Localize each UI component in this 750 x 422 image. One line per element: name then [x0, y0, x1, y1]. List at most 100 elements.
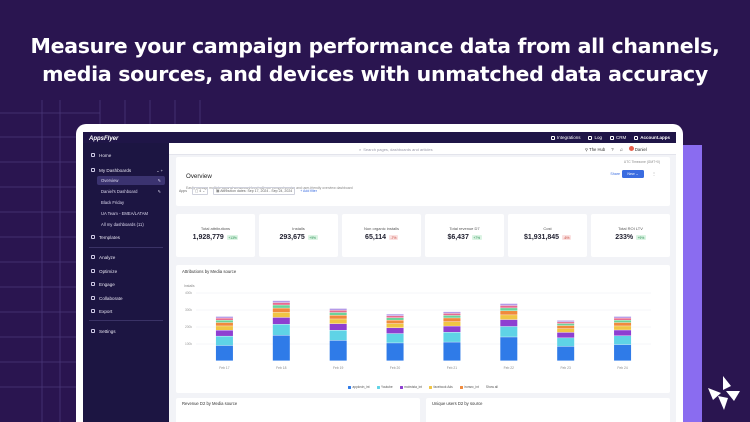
sidebar-subitem-ua-team[interactable]: UA Team - EMEA/LATAM [97, 209, 165, 218]
more-options-icon[interactable]: ⋮ [652, 171, 656, 176]
pin-icon[interactable]: ✎ [157, 178, 161, 183]
sidebar-item-collaborate[interactable]: Collaborate [83, 293, 169, 303]
bar-segment[interactable] [614, 316, 632, 318]
account-menu[interactable]: Account.apps [634, 135, 670, 140]
app-logo[interactable]: AppsFlyer [89, 136, 119, 142]
log-link[interactable]: Log [588, 135, 602, 140]
bar-segment[interactable] [386, 320, 404, 324]
bar-segment[interactable] [386, 328, 404, 334]
bar-segment[interactable] [386, 323, 404, 328]
sidebar-item-engage[interactable]: Engage [83, 279, 169, 289]
crm-link[interactable]: CRM [609, 135, 626, 140]
search-input[interactable]: ⌕ Search pages, dashboards and articles [359, 146, 459, 152]
bar-segment[interactable] [557, 325, 575, 329]
bar-segment[interactable] [272, 312, 290, 318]
pin-icon[interactable]: ✎ [157, 189, 161, 194]
sidebar-item-my-dashboards[interactable]: My Dashboards ⌄ + [83, 165, 169, 175]
bar-segment[interactable] [272, 302, 290, 305]
bar-segment[interactable] [386, 333, 404, 343]
bar-segment[interactable] [500, 311, 518, 315]
sidebar-item-settings[interactable]: Settings [83, 326, 169, 336]
bar-segment[interactable] [329, 319, 347, 324]
bar-segment[interactable] [272, 324, 290, 336]
bar-segment[interactable] [500, 303, 518, 306]
legend-item[interactable]: Youtube [376, 385, 393, 389]
notifications-icon[interactable]: ♫ [619, 146, 623, 152]
legend-show-all[interactable]: Show all [485, 385, 498, 389]
sidebar-item-templates[interactable]: Templates [83, 232, 169, 242]
user-menu[interactable]: Daniel [628, 146, 647, 152]
sidebar-item-analyze[interactable]: Analyze [83, 252, 169, 262]
bar-segment[interactable] [386, 315, 404, 318]
bar-segment[interactable] [614, 320, 632, 323]
bar-segment[interactable] [329, 312, 347, 316]
legend-item[interactable]: mobvista_int [399, 385, 422, 389]
bar-segment[interactable] [329, 323, 347, 330]
share-button[interactable]: Share [610, 172, 620, 176]
bar-segment[interactable] [500, 337, 518, 361]
bar-segment[interactable] [215, 336, 233, 346]
bar-segment[interactable] [614, 344, 632, 361]
legend-item[interactable]: facebook Ads [429, 385, 453, 389]
bar-segment[interactable] [272, 317, 290, 325]
bar-segment[interactable] [272, 300, 290, 303]
bar-segment[interactable] [557, 328, 575, 333]
legend-item[interactable]: applovin_int [348, 385, 370, 389]
bar-segment[interactable] [329, 315, 347, 319]
sidebar-item-home[interactable]: Home [83, 150, 169, 160]
bar-segment[interactable] [443, 311, 461, 314]
bar-segment[interactable] [500, 305, 518, 308]
bar-segment[interactable] [215, 326, 233, 330]
sidebar-item-export[interactable]: Export [83, 306, 169, 316]
bar-segment[interactable] [443, 332, 461, 342]
bar-segment[interactable] [500, 326, 518, 337]
sidebar-item-optimize[interactable]: Optimize [83, 266, 169, 276]
bar-segment[interactable] [614, 326, 632, 330]
bar-segment[interactable] [215, 316, 233, 318]
sidebar-subitem-daniels-dashboard[interactable]: Daniel's Dashboard ✎ [97, 187, 165, 196]
bar-segment[interactable] [443, 315, 461, 318]
hub-link[interactable]: ⚲ The Hub [585, 146, 606, 152]
bar-segment[interactable] [329, 308, 347, 311]
bar-segment[interactable] [272, 305, 290, 308]
new-button[interactable]: New ⌄ [622, 170, 644, 178]
bar-segment[interactable] [614, 318, 632, 320]
help-icon[interactable]: ? [611, 146, 614, 152]
bar-segment[interactable] [272, 308, 290, 313]
add-dashboard-icon[interactable]: ⌄ + [156, 167, 163, 173]
bar-segment[interactable] [557, 346, 575, 361]
bar-segment[interactable] [443, 321, 461, 326]
bar-segment[interactable] [443, 326, 461, 333]
date-filter[interactable]: ▦ Attribution dates: Sep 17, 2024 - Sep … [213, 187, 296, 195]
bar-segment[interactable] [329, 340, 347, 361]
bar-segment[interactable] [557, 338, 575, 347]
bar-segment[interactable] [215, 330, 233, 336]
bar-segment[interactable] [215, 322, 233, 326]
bar-segment[interactable] [557, 322, 575, 324]
bar-segment[interactable] [443, 313, 461, 316]
bar-segment[interactable] [215, 345, 233, 361]
bar-segment[interactable] [215, 320, 233, 323]
bar-segment[interactable] [386, 314, 404, 316]
bar-segment[interactable] [443, 318, 461, 322]
bar-segment[interactable] [386, 317, 404, 320]
sidebar-subitem-all-dashboards[interactable]: All my dashboards (11) [97, 220, 165, 229]
bar-segment[interactable] [500, 319, 518, 327]
apps-filter[interactable]: ▢ 4 ⌄ [191, 187, 209, 195]
sidebar-subitem-overview[interactable]: Overview ✎ [97, 176, 165, 185]
bar-segment[interactable] [329, 310, 347, 313]
bar-segment[interactable] [614, 330, 632, 336]
legend-item[interactable]: ironsrc_int [459, 385, 479, 389]
bar-segment[interactable] [443, 342, 461, 361]
bar-segment[interactable] [329, 330, 347, 341]
bar-segment[interactable] [272, 335, 290, 361]
bar-segment[interactable] [500, 308, 518, 311]
integrations-link[interactable]: Integrations [550, 135, 580, 140]
bar-segment[interactable] [215, 318, 233, 320]
bar-segment[interactable] [386, 343, 404, 361]
sidebar-subitem-black-friday[interactable]: Black Friday [97, 198, 165, 207]
bar-segment[interactable] [557, 320, 575, 322]
bar-segment[interactable] [557, 332, 575, 338]
bar-segment[interactable] [614, 336, 632, 345]
bar-segment[interactable] [500, 315, 518, 320]
